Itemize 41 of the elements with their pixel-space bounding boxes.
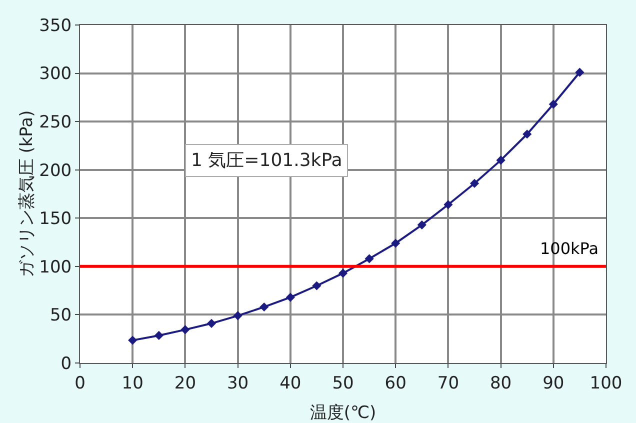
point xyxy=(128,336,138,345)
y-tick-label: 250 xyxy=(39,112,72,133)
x-tick-label: 100 xyxy=(590,373,622,394)
point xyxy=(233,311,242,320)
x-tick-label: 20 xyxy=(174,373,196,394)
point xyxy=(444,200,453,210)
point xyxy=(154,330,164,340)
point xyxy=(312,281,322,290)
x-tick-label: 0 xyxy=(74,373,86,394)
y-tick-label: 350 xyxy=(39,16,72,36)
x-tick-label: 10 xyxy=(122,373,144,394)
point xyxy=(180,325,190,334)
y-tick-label: 300 xyxy=(39,64,72,84)
x-tick-label: 60 xyxy=(384,373,406,394)
point xyxy=(548,100,558,109)
y-tick-label: 200 xyxy=(39,160,72,181)
point xyxy=(417,220,426,230)
ref-line-label: 100kPa xyxy=(540,239,599,258)
point xyxy=(496,156,506,165)
x-tick-label: 70 xyxy=(437,373,460,394)
point xyxy=(391,238,400,248)
point xyxy=(260,302,269,312)
point xyxy=(338,268,348,278)
point xyxy=(364,254,374,264)
y-axis-title: ガソリン蒸気圧 (kPa) xyxy=(17,110,38,278)
x-tick-label: 90 xyxy=(542,373,564,394)
y-tick-label: 100 xyxy=(39,257,72,278)
point xyxy=(470,178,480,188)
point xyxy=(286,292,295,302)
point xyxy=(206,318,216,328)
x-tick-label: 40 xyxy=(280,373,302,394)
x-tick-label: 30 xyxy=(226,373,249,394)
point xyxy=(522,130,532,139)
y-tick-label: 150 xyxy=(39,209,72,230)
y-tick-label: 0 xyxy=(60,354,72,374)
point xyxy=(575,68,584,77)
x-tick-label: 80 xyxy=(490,373,512,394)
annotation: 1 気圧=101.3kPa xyxy=(191,150,342,171)
y-tick-label: 50 xyxy=(50,306,72,326)
x-tick-label: 50 xyxy=(332,373,354,394)
x-axis-title: 温度(℃) xyxy=(310,403,376,423)
